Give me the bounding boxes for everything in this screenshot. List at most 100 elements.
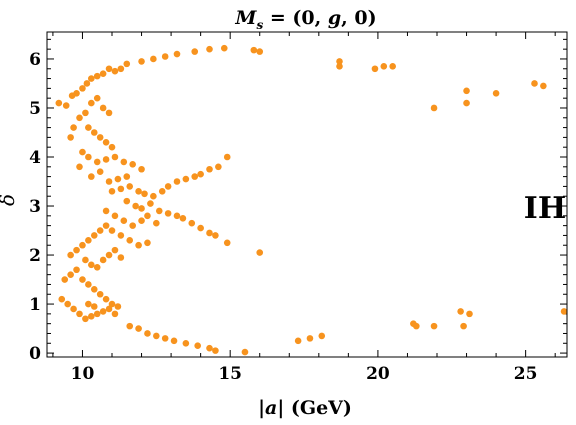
data-point [336, 63, 343, 70]
data-point [197, 224, 204, 232]
x-axis-label: |a| (GeV) [258, 397, 352, 419]
data-point [93, 72, 101, 80]
data-point [150, 55, 157, 63]
data-point [126, 183, 134, 190]
data-point [105, 109, 113, 117]
data-point [540, 82, 547, 90]
data-point [179, 214, 187, 222]
data-point [88, 99, 95, 107]
data-point [413, 322, 420, 330]
data-point [117, 65, 125, 73]
data-point [111, 67, 119, 75]
data-point [430, 322, 438, 330]
data-point [102, 222, 110, 229]
data-point [114, 303, 122, 310]
data-point [120, 217, 128, 225]
x-label-unit: (GeV) [284, 397, 352, 419]
data-point [90, 303, 98, 310]
data-point [389, 63, 396, 70]
data-point [212, 232, 219, 239]
data-point [126, 322, 134, 330]
data-point [150, 192, 157, 200]
data-point [117, 232, 125, 239]
data-point [191, 48, 199, 55]
axis-ticks: 10 15 20 25 0 1 2 3 4 5 6 [29, 32, 567, 384]
y-tick-label: 4 [29, 148, 41, 168]
data-point [463, 87, 470, 95]
data-point [147, 200, 154, 207]
title-tail: , 0) [341, 7, 376, 29]
data-point [111, 246, 119, 254]
data-point [96, 134, 104, 141]
data-point [212, 347, 219, 354]
data-point [111, 212, 119, 220]
y-tick-label: 1 [29, 295, 41, 315]
data-point [144, 239, 151, 247]
data-point [173, 50, 181, 58]
data-point [138, 217, 145, 225]
data-point [206, 229, 213, 237]
data-point [73, 89, 80, 97]
data-point [102, 295, 110, 303]
data-point [73, 246, 80, 254]
y-tick-label: 2 [29, 246, 41, 266]
data-point [90, 129, 98, 136]
data-point [457, 308, 464, 315]
data-point [85, 237, 92, 244]
title-variable: g [328, 7, 341, 29]
data-points [55, 44, 568, 356]
data-point [123, 60, 131, 68]
data-point [560, 308, 568, 315]
data-point [161, 335, 169, 342]
x-label-variable: a [265, 397, 277, 419]
data-point [82, 315, 89, 323]
data-point [126, 237, 134, 244]
data-point [138, 165, 145, 173]
data-point [173, 212, 181, 220]
data-point [79, 148, 86, 156]
data-point [102, 156, 110, 163]
data-point [79, 276, 86, 283]
data-point [129, 222, 136, 229]
data-point [55, 99, 63, 107]
data-point [90, 286, 98, 293]
data-point [61, 276, 69, 283]
data-point [93, 310, 101, 318]
data-point [123, 197, 131, 205]
data-point [460, 322, 467, 330]
data-point [380, 63, 388, 70]
x-tick-label: 20 [366, 364, 390, 384]
data-point [76, 114, 83, 122]
data-point [73, 266, 80, 274]
data-point [182, 339, 190, 347]
title-equals: = (0, [263, 7, 328, 29]
y-tick-label: 3 [29, 197, 41, 217]
data-point [85, 124, 92, 131]
data-point [153, 332, 160, 340]
data-point [215, 163, 222, 171]
data-point [85, 153, 92, 161]
data-point [88, 75, 95, 82]
data-point [93, 263, 101, 271]
y-tick-label: 6 [29, 50, 41, 70]
data-point [114, 175, 122, 183]
data-point [76, 163, 83, 171]
data-point [250, 46, 258, 54]
data-point [108, 227, 116, 234]
data-point [155, 207, 163, 215]
data-point [67, 134, 74, 141]
data-point [111, 310, 119, 318]
plot-frame [46, 31, 568, 358]
data-point [76, 310, 83, 318]
x-label-bar-left: | [258, 397, 265, 419]
data-point [111, 153, 119, 161]
data-point [466, 310, 473, 318]
data-point [531, 80, 538, 87]
data-point [164, 183, 172, 190]
data-point [96, 290, 104, 298]
data-point [371, 65, 379, 73]
data-point [129, 161, 136, 168]
data-point [138, 58, 145, 65]
data-point [223, 153, 231, 161]
